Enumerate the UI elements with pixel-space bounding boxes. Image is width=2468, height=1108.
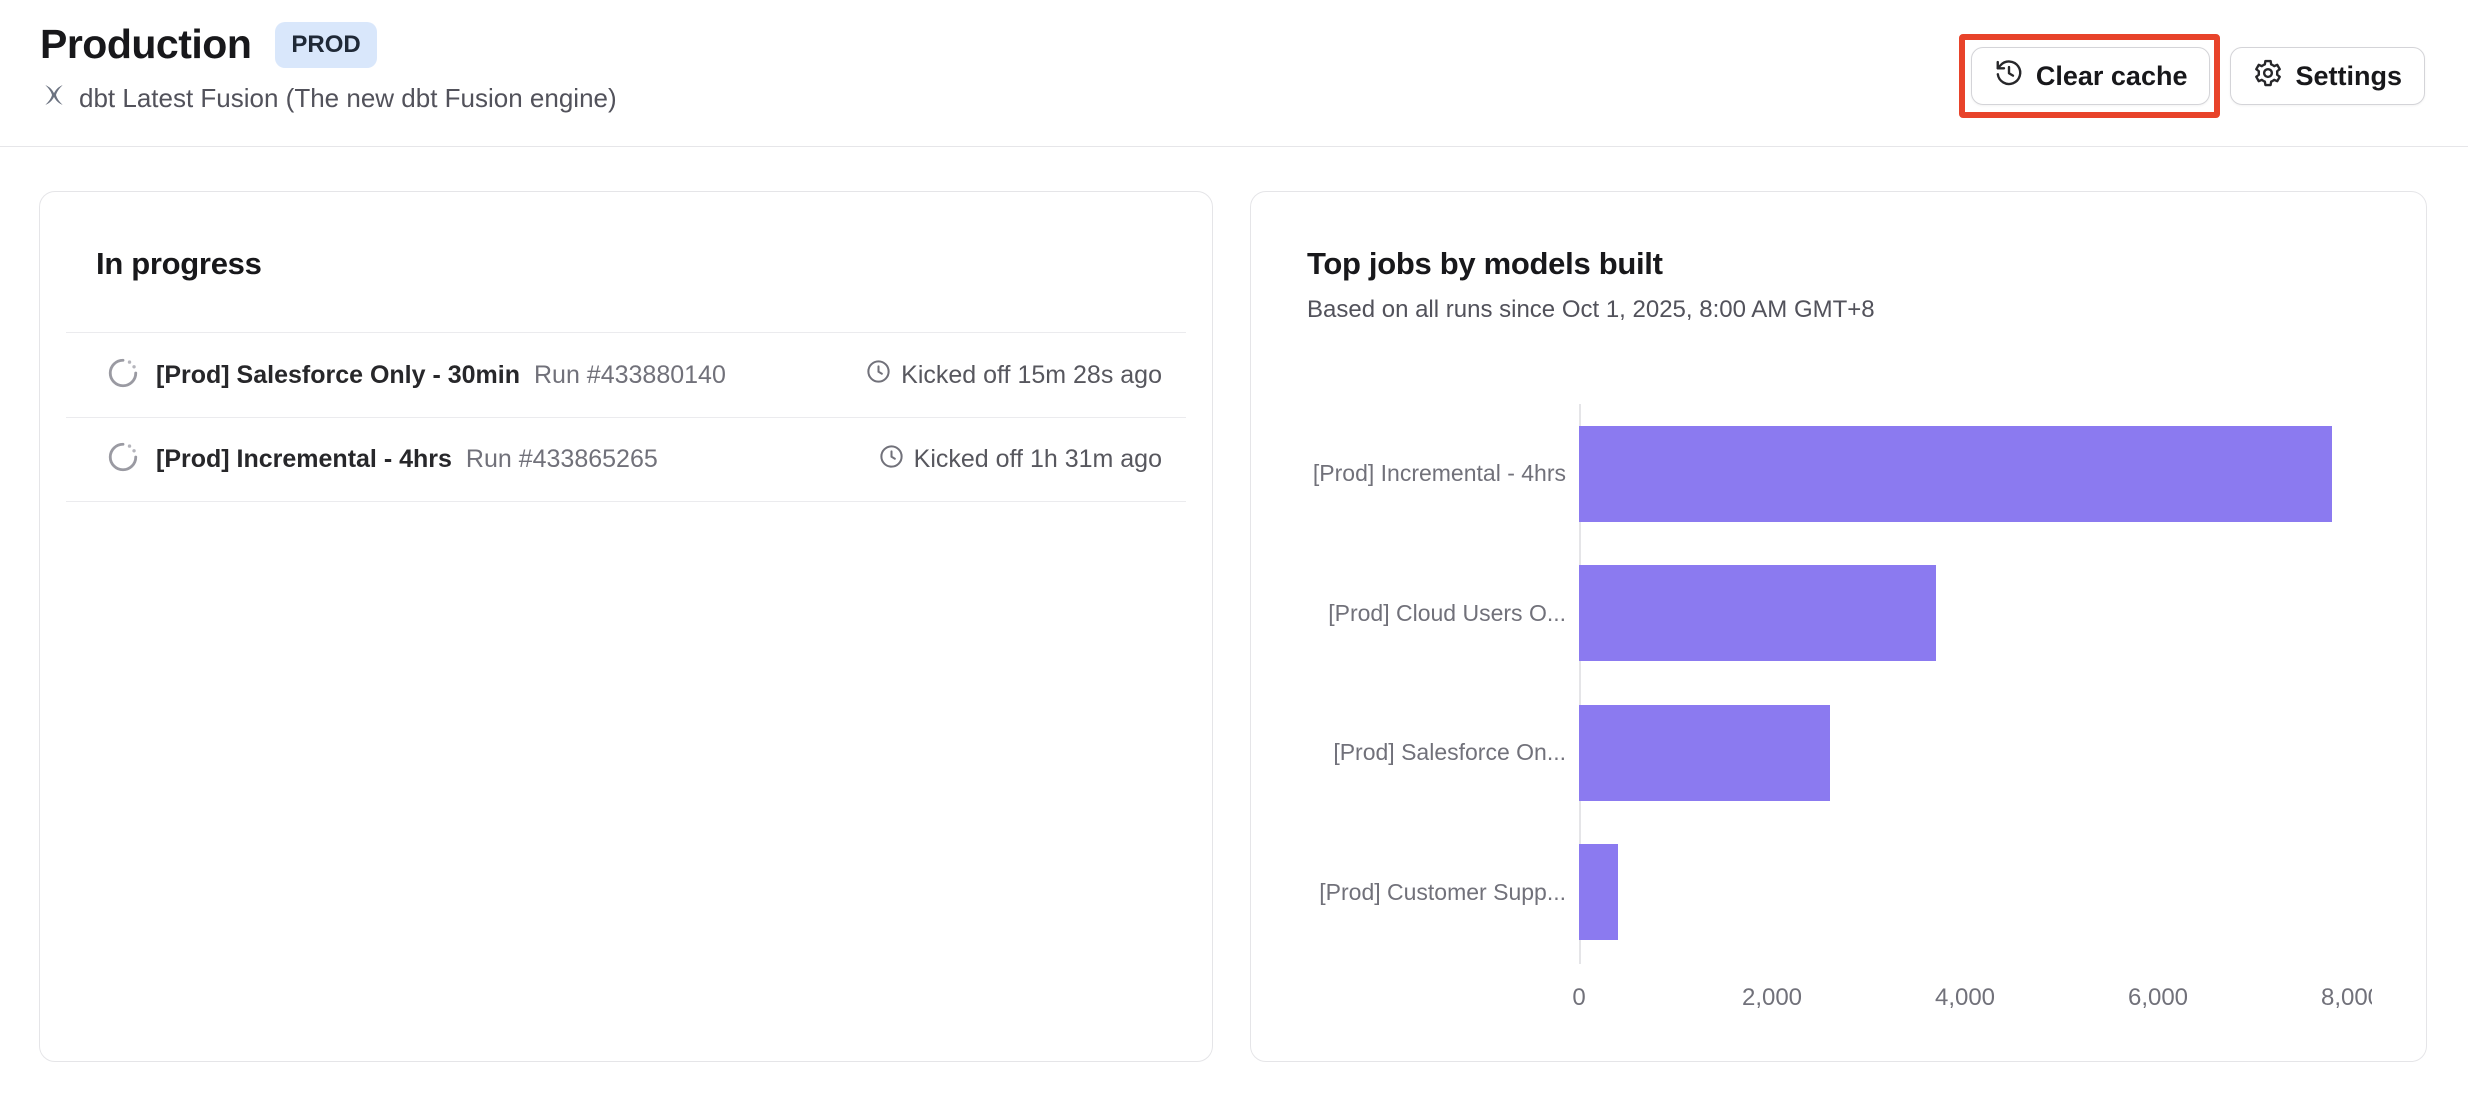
in-progress-card: In progress [Prod] Salesforce Only - 30m… — [39, 191, 1213, 1062]
settings-button[interactable]: Settings — [2230, 47, 2425, 105]
kicked-off-text: Kicked off 15m 28s ago — [901, 360, 1162, 389]
chart-category-row: [Prod] Salesforce On... — [1307, 683, 2372, 823]
spinner-icon — [106, 440, 140, 479]
gear-icon — [2253, 58, 2283, 95]
kicked-off-text: Kicked off 1h 31m ago — [913, 445, 1162, 473]
in-progress-title: In progress — [96, 246, 262, 281]
clear-cache-button[interactable]: Clear cache — [1970, 47, 2211, 105]
top-jobs-card: Top jobs by models built Based on all ru… — [1250, 191, 2427, 1062]
chart-x-tick-label: 4,000 — [1934, 984, 1996, 1011]
chart-category-row: [Prod] Cloud Users O... — [1307, 544, 2372, 684]
chart-category-label: [Prod] Cloud Users O... — [1328, 599, 1566, 626]
clear-cache-label: Clear cache — [2035, 60, 2188, 91]
chart-bar[interactable] — [1579, 565, 1937, 662]
environment-subtitle: dbt Latest Fusion (The new dbt Fusion en… — [79, 83, 617, 114]
top-jobs-title: Top jobs by models built — [1307, 246, 1663, 281]
chart-bar[interactable] — [1579, 425, 2332, 522]
chart-x-tick-label: 0 — [1572, 984, 1586, 1011]
run-number-link[interactable]: Run #433880140 — [534, 360, 726, 389]
environment-badge: PROD — [275, 21, 377, 68]
runs-list: [Prod] Salesforce Only - 30min Run #4338… — [66, 332, 1186, 502]
chart-bar[interactable] — [1579, 704, 1830, 801]
page-header: Production PROD dbt Latest Fusion (The n… — [0, 0, 2468, 147]
chart-x-tick-label: 8,000 — [2320, 984, 2372, 1011]
run-row: [Prod] Salesforce Only - 30min Run #4338… — [66, 332, 1186, 417]
chart-category-row: [Prod] Customer Supp... — [1307, 823, 2372, 963]
chart-y-axis-line — [1579, 404, 1581, 964]
run-number-link[interactable]: Run #433865265 — [465, 445, 658, 473]
settings-label: Settings — [2295, 60, 2402, 91]
run-job-name[interactable]: [Prod] Salesforce Only - 30min — [156, 360, 520, 389]
history-clock-icon — [1994, 58, 2024, 95]
run-row: [Prod] Incremental - 4hrs Run #433865265… — [66, 417, 1186, 502]
spinner-icon — [106, 356, 140, 395]
chart-category-row: [Prod] Incremental - 4hrs — [1307, 404, 2372, 544]
chart-x-tick-label: 6,000 — [2127, 984, 2189, 1011]
chart-bar[interactable] — [1579, 844, 1618, 941]
chart-rows: [Prod] Incremental - 4hrs [Prod] Cloud Us… — [1307, 404, 2372, 962]
chart-x-axis-ticks: 0 2,000 4,000 6,000 8,000 — [1307, 984, 2372, 1016]
top-jobs-bar-chart: [Prod] Incremental - 4hrs [Prod] Cloud Us… — [1307, 404, 2372, 1016]
run-job-name[interactable]: [Prod] Incremental - 4hrs — [156, 445, 452, 473]
chart-category-label: [Prod] Salesforce On... — [1333, 739, 1566, 766]
chart-x-tick-label: 2,000 — [1741, 984, 1803, 1011]
clock-icon — [878, 443, 905, 477]
fusion-pinwheel-icon — [40, 81, 68, 116]
chart-category-label: [Prod] Incremental - 4hrs — [1312, 460, 1566, 487]
chart-category-label: [Prod] Customer Supp... — [1319, 878, 1566, 905]
top-jobs-subtitle: Based on all runs since Oct 1, 2025, 8:0… — [1307, 296, 1875, 323]
page-title: Production — [40, 21, 252, 67]
clock-icon — [865, 358, 892, 392]
